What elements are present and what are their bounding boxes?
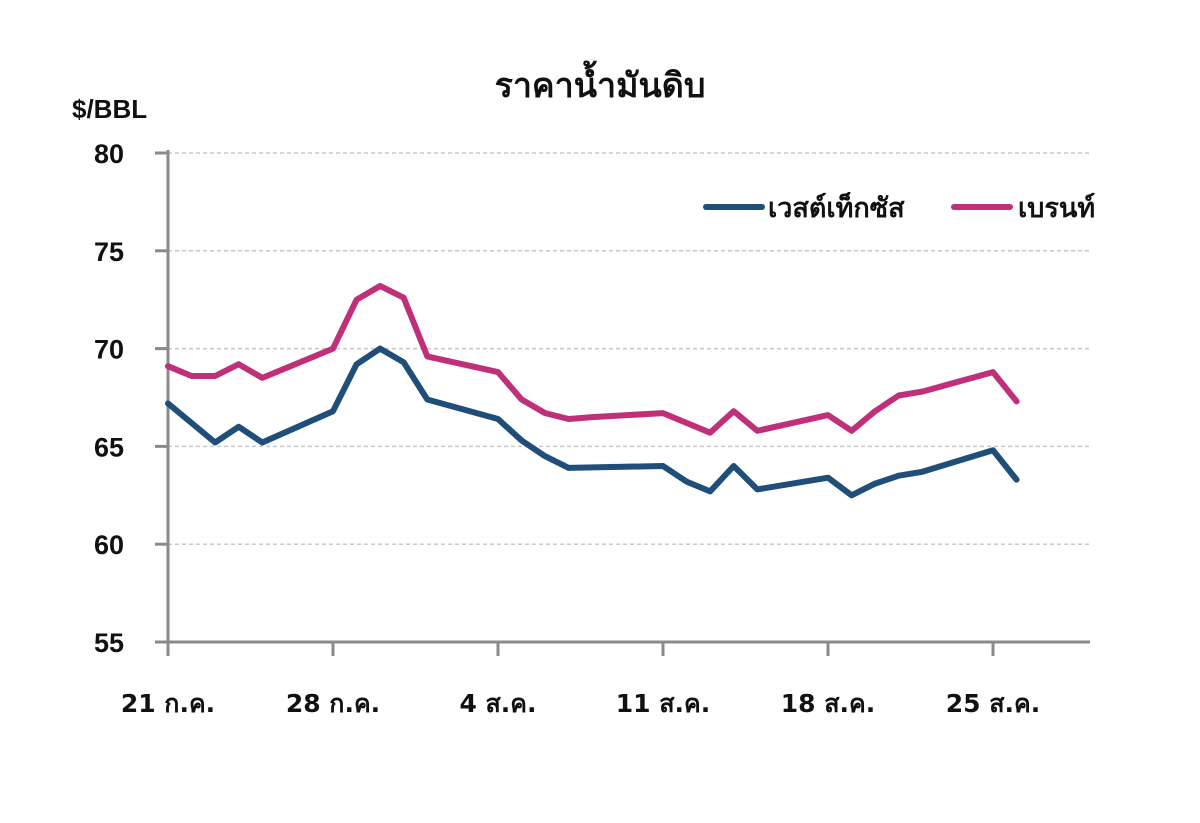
series-line-wti xyxy=(165,345,1020,499)
y-tick-label: 70 xyxy=(94,335,124,365)
y-axis-unit-label: $/BBL xyxy=(72,94,147,124)
x-tick-label: 25 ส.ค. xyxy=(946,689,1040,718)
x-tick-label: 28 ก.ค. xyxy=(286,689,380,718)
y-tick-label: 75 xyxy=(94,237,124,267)
x-tick-label: 11 ส.ค. xyxy=(616,689,710,718)
x-tick-label: 21 ก.ค. xyxy=(121,689,215,718)
legend-item-wti: เวสต์เท็กซัส xyxy=(703,190,905,224)
legend-label-brent: เบรนท์ xyxy=(1018,192,1095,224)
x-tick-label: 4 ส.ค. xyxy=(459,689,536,718)
y-tick-label: 60 xyxy=(94,530,124,560)
series-lines xyxy=(165,283,1020,499)
legend-item-brent: เบรนท์ xyxy=(951,192,1095,224)
y-axis-ticks: 80 75 70 65 60 55 xyxy=(94,139,168,658)
x-axis-ticks: 21 ก.ค. 28 ก.ค. 4 ส.ค. 11 ส.ค. 18 ส.ค. 25 ส.ค… xyxy=(121,642,1040,718)
series-line-brent xyxy=(165,283,1020,436)
legend: เวสต์เท็กซัส เบรนท์ xyxy=(703,190,1095,224)
y-tick-label: 65 xyxy=(94,432,124,462)
y-tick-label: 80 xyxy=(94,139,124,169)
y-tick-label: 55 xyxy=(94,628,124,658)
x-tick-label: 18 ส.ค. xyxy=(781,689,875,718)
gridlines xyxy=(168,152,1090,545)
chart-title: ราคาน้ำมันดิบ xyxy=(495,60,706,106)
legend-label-wti: เวสต์เท็กซัส xyxy=(768,190,905,224)
